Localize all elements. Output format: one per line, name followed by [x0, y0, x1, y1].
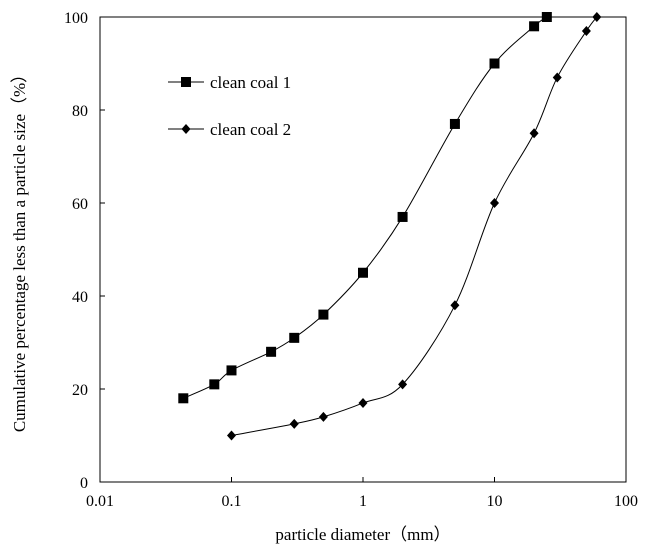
data-point — [529, 128, 539, 139]
data-point — [178, 393, 189, 404]
data-point — [398, 379, 408, 390]
data-point — [318, 309, 329, 320]
data-point — [552, 72, 562, 83]
data-point — [449, 118, 460, 129]
data-point — [489, 58, 500, 69]
data-point — [529, 21, 540, 32]
data-point — [226, 365, 237, 376]
legend-label: clean coal 2 — [210, 120, 291, 139]
x-tick-label: 0.01 — [86, 493, 114, 510]
legend-item: clean coal 2 — [168, 120, 291, 139]
data-point — [490, 198, 499, 208]
x-tick-label: 0.1 — [222, 493, 242, 510]
ticks-layer: 0.01 0.1 1 10 100 0 20 40 60 80 100 — [64, 10, 638, 510]
x-tick-label: 100 — [614, 493, 638, 510]
y-tick-label: 0 — [80, 475, 88, 492]
x-tick-label: 1 — [359, 493, 367, 510]
series-1 — [178, 12, 552, 404]
y-axis-title: Cumulative percentage less than a partic… — [10, 66, 29, 432]
plot-frame — [99, 16, 627, 483]
y-tick-label: 60 — [72, 196, 88, 213]
x-axis-title: particle diameter（mm） — [275, 525, 450, 544]
x-tick-label: 10 — [487, 493, 503, 510]
data-point — [209, 379, 220, 390]
y-tick-label: 40 — [72, 289, 88, 306]
legend-marker — [181, 77, 191, 87]
legend-label: clean coal 1 — [210, 73, 291, 92]
data-point — [227, 430, 236, 441]
y-tick-label: 20 — [72, 382, 88, 399]
data-point — [289, 418, 299, 429]
legend: clean coal 1 clean coal 2 — [168, 73, 291, 139]
data-point — [450, 300, 460, 311]
y-tick-label: 100 — [64, 10, 88, 27]
y-tick-label: 80 — [72, 103, 88, 120]
legend-item: clean coal 1 — [168, 73, 291, 92]
data-point — [266, 346, 277, 357]
data-point — [397, 211, 408, 222]
series-2 — [227, 12, 602, 441]
data-point — [541, 12, 552, 22]
data-point — [358, 267, 368, 278]
data-point — [289, 332, 300, 343]
data-point — [581, 25, 591, 36]
legend-marker — [181, 124, 191, 134]
data-point — [592, 12, 602, 22]
series-layer — [178, 12, 602, 441]
data-point — [318, 411, 328, 422]
data-point — [358, 397, 368, 408]
